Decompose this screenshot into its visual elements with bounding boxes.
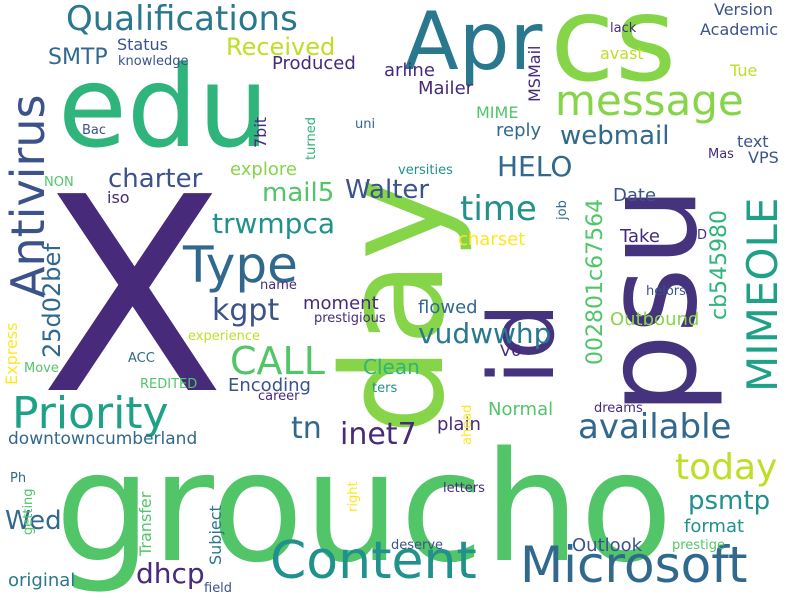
word-iso: iso (107, 188, 130, 207)
word-lack: lack (610, 21, 637, 36)
word-experience: experience (188, 329, 261, 344)
word-outlook: Outlook (572, 535, 643, 556)
word-field: field (204, 581, 233, 596)
word-prestige: prestige (672, 538, 726, 553)
word-versities: versities (398, 163, 453, 178)
word-microsoft: Microsoft (520, 536, 748, 594)
word-priority: Priority (12, 388, 169, 439)
word-plain: plain (437, 414, 481, 435)
word-explore: explore (230, 159, 297, 180)
word-knowledge: knowledge (118, 54, 189, 69)
word-vudwwhp: vudwwhp (418, 317, 552, 350)
word-produced: Produced (272, 53, 356, 74)
word-qualifications: Qualifications (66, 0, 298, 39)
word-tn: tn (291, 411, 322, 446)
word-format: format (684, 516, 745, 537)
word-ph: Ph (10, 471, 27, 486)
word-version: Version (714, 0, 773, 19)
word-moment: moment (303, 293, 379, 314)
word-normal: Normal (488, 399, 554, 420)
word-helo: HELO (497, 150, 573, 183)
word-reply: reply (496, 120, 542, 141)
word-avast: avast (600, 44, 644, 63)
word-message: message (555, 76, 744, 125)
word-walter: Walter (345, 175, 430, 205)
word-mailer: Mailer (418, 78, 474, 99)
word-mime: MIME (476, 103, 519, 122)
word-status: Status (117, 35, 168, 54)
word-take: Take (620, 226, 660, 247)
word-vps: VPS (748, 148, 779, 167)
word-deserve: deserve (391, 538, 444, 553)
word-right: right (346, 481, 361, 512)
word-prestigious: prestigious (314, 311, 386, 326)
word-received: Received (226, 33, 336, 61)
word-cs: cs (550, 0, 677, 108)
word-charset: charset (458, 229, 526, 250)
word-subject: Subject (206, 505, 225, 565)
word-v6: V6 (500, 341, 522, 360)
word-trwmpca: trwmpca (212, 207, 335, 240)
word-mimeole: MIMEOLE (738, 197, 787, 392)
word-career: career (258, 389, 300, 404)
word-academic: Academic (700, 20, 779, 39)
word-move: Move (24, 361, 59, 376)
word-bac: Bac (82, 123, 107, 138)
word-x: X (40, 139, 225, 454)
word-content: Content (270, 531, 477, 591)
word-charter: charter (108, 164, 203, 194)
word-turned: turned (304, 117, 319, 160)
word-flowed: flowed (418, 297, 478, 318)
word-arline: arline (384, 60, 435, 81)
word-letters: letters (443, 481, 485, 496)
word-25d02bef: 25d02bef (38, 243, 66, 358)
word-non: NON (44, 175, 74, 190)
word-available: available (578, 407, 732, 447)
word-type: Type (183, 236, 298, 294)
word-uni: uni (355, 117, 376, 132)
word-outbound: Outbound (610, 309, 700, 330)
word-kgpt: kgpt (212, 293, 280, 328)
word-wed: Wed (5, 506, 62, 536)
word-webmail: webmail (560, 121, 670, 151)
word-original: original (8, 570, 76, 591)
word-mas: Mas (708, 147, 734, 162)
word-express: Express (2, 322, 21, 385)
word-call: CALL (230, 339, 325, 383)
word-mail5: mail5 (262, 178, 335, 208)
word-psmtp: psmtp (688, 486, 771, 516)
word-dreams: dreams (594, 401, 643, 416)
word-acc: ACC (128, 351, 155, 366)
word-7bit: 7bit (251, 116, 270, 148)
word-smtp: SMTP (48, 45, 108, 70)
word-date: Date (613, 185, 657, 206)
word-ahead: ahead (460, 404, 475, 445)
word-inet7: inet7 (340, 417, 417, 452)
word-transfer: Transfer (136, 491, 155, 556)
word-job: job (555, 200, 570, 220)
word-apr: Apr (404, 0, 543, 88)
word-helors: helors (646, 284, 686, 299)
word-cb545980: cb545980 (707, 209, 732, 320)
word-tue: Tue (730, 61, 758, 80)
word-clean: Clean (363, 355, 420, 379)
word-groucho: groucho (55, 419, 673, 596)
word-msmail: MSMail (525, 45, 544, 102)
word-name: name (260, 278, 297, 293)
word-text: text (737, 132, 769, 151)
word-downtowncumberland: downtowncumberland (8, 429, 198, 449)
word-ters: ters (372, 381, 398, 396)
word-edu: edu (58, 43, 269, 173)
word-time: time (460, 189, 537, 229)
word-redited: REDITED (140, 377, 198, 392)
word-today: today (675, 447, 778, 488)
word-002801c67564: 002801c67564 (583, 198, 608, 365)
word-d: D (697, 228, 708, 243)
word-getting: getting (21, 488, 36, 535)
word-dhcp: dhcp (136, 557, 205, 590)
word-encoding: Encoding (228, 375, 311, 396)
